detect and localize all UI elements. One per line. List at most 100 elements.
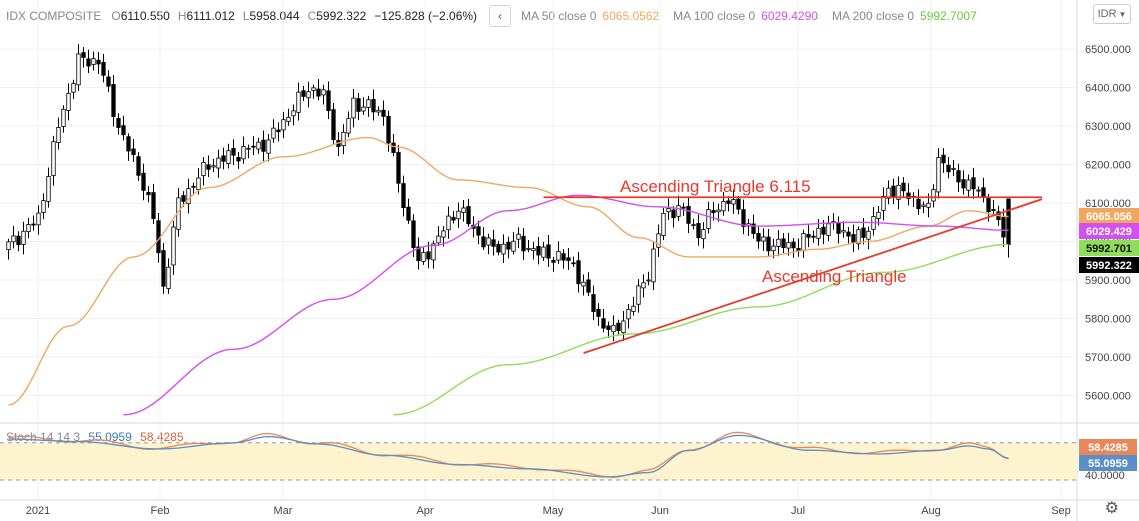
candle-body <box>781 238 786 248</box>
candle-body <box>926 202 931 208</box>
candle-body <box>41 200 46 213</box>
candle-body <box>86 58 91 67</box>
candle-body <box>491 239 496 247</box>
candle-body <box>931 189 936 202</box>
ma200-label[interactable]: MA 200 close 0 <box>831 9 915 23</box>
ma50-label[interactable]: MA 50 close 0 <box>521 9 597 23</box>
candle-body <box>851 234 856 243</box>
candle-body <box>36 212 41 226</box>
candle-body <box>961 179 966 189</box>
candle-body <box>571 262 576 265</box>
currency-selector[interactable]: IDR ▼ <box>1093 4 1131 24</box>
candle-body <box>721 201 726 212</box>
candle-body <box>641 282 646 289</box>
change-value: −125.828 (−2.06%) <box>374 9 478 23</box>
candle-body <box>751 223 756 234</box>
candle-body <box>661 212 666 236</box>
candle-body <box>786 242 791 249</box>
candle-body <box>546 244 551 259</box>
candle-body <box>586 279 591 293</box>
candle-body <box>61 108 66 127</box>
stoch-band <box>0 442 1077 480</box>
time-tick-label: May <box>543 505 564 517</box>
candle-body <box>381 109 386 117</box>
ma50-line <box>8 136 1009 406</box>
low-key: L <box>242 9 250 23</box>
candle-body <box>431 243 436 261</box>
candle-body <box>886 187 891 199</box>
price-tag-label: 5992.701 <box>1086 243 1132 255</box>
candle-body <box>836 222 841 234</box>
time-tick-label: Jun <box>651 505 669 517</box>
gear-icon[interactable]: ⚙ <box>1104 500 1119 517</box>
chevron-left-icon[interactable]: ‹ <box>489 5 512 27</box>
price-tag-label: 6029.429 <box>1086 226 1132 238</box>
time-tick-label: 2021 <box>26 505 50 517</box>
candle-body <box>616 322 621 331</box>
candle-body <box>111 84 116 117</box>
candle-body <box>621 320 626 334</box>
candle-body <box>881 195 886 211</box>
stoch-tag <box>1079 439 1137 455</box>
annotation-label: Ascending Triangle <box>762 267 907 286</box>
candle-body <box>256 141 261 150</box>
candle-body <box>651 248 656 283</box>
candle-body <box>696 223 701 239</box>
candle-body <box>246 147 251 150</box>
candle-body <box>581 281 586 287</box>
candle-body <box>301 90 306 97</box>
candle-body <box>356 98 361 112</box>
candle-body <box>951 167 956 170</box>
candle-body <box>206 164 211 170</box>
candle-body <box>841 230 846 233</box>
candles <box>6 44 1011 342</box>
candle-body <box>701 229 706 240</box>
low-value: 5958.044 <box>249 9 300 23</box>
stoch-label[interactable]: Stoch 14 14 3 <box>6 430 81 444</box>
close-value: 5992.322 <box>316 9 367 23</box>
candle-body <box>51 141 56 177</box>
candle-body <box>706 209 711 229</box>
candle-body <box>976 189 981 192</box>
candle-body <box>406 206 411 221</box>
price-tick-label: 6200.000 <box>1085 160 1131 172</box>
candle-body <box>716 209 721 213</box>
price-tick-label: 6300.000 <box>1085 121 1131 133</box>
close-key: C <box>307 9 317 23</box>
high-value: 6111.012 <box>186 9 235 23</box>
ma50-value: 6065.0562 <box>602 9 660 23</box>
candle-body <box>556 250 561 261</box>
ma100-label[interactable]: MA 100 close 0 <box>673 9 756 23</box>
time-tick-label: Feb <box>151 505 170 517</box>
candle-body <box>531 248 536 252</box>
candle-body <box>891 185 896 198</box>
candle-body <box>776 238 781 247</box>
candle-body <box>351 97 356 119</box>
price-tag <box>1079 240 1139 256</box>
candle-body <box>1001 217 1006 238</box>
stoch-tick-label: 40.0000 <box>1085 470 1125 482</box>
candle-body <box>361 106 366 112</box>
candle-body <box>446 215 451 231</box>
candle-body <box>136 156 141 176</box>
candle-body <box>116 117 121 128</box>
candle-body <box>731 199 736 205</box>
candle-body <box>686 206 691 224</box>
candle-body <box>236 157 241 162</box>
price-tag <box>1079 208 1139 224</box>
candle-body <box>956 170 961 183</box>
candle-body <box>331 109 336 141</box>
candle-body <box>906 192 911 199</box>
candle-body <box>166 266 171 289</box>
candle-body <box>211 165 216 168</box>
candle-body <box>286 116 291 122</box>
candle-body <box>296 91 301 113</box>
candle-body <box>821 226 826 235</box>
candle-body <box>766 236 771 252</box>
candle-body <box>131 148 136 156</box>
candle-body <box>756 233 761 242</box>
candle-body <box>526 248 531 250</box>
candle-body <box>666 207 671 213</box>
symbol-name[interactable]: IDX COMPOSITE <box>6 9 102 23</box>
